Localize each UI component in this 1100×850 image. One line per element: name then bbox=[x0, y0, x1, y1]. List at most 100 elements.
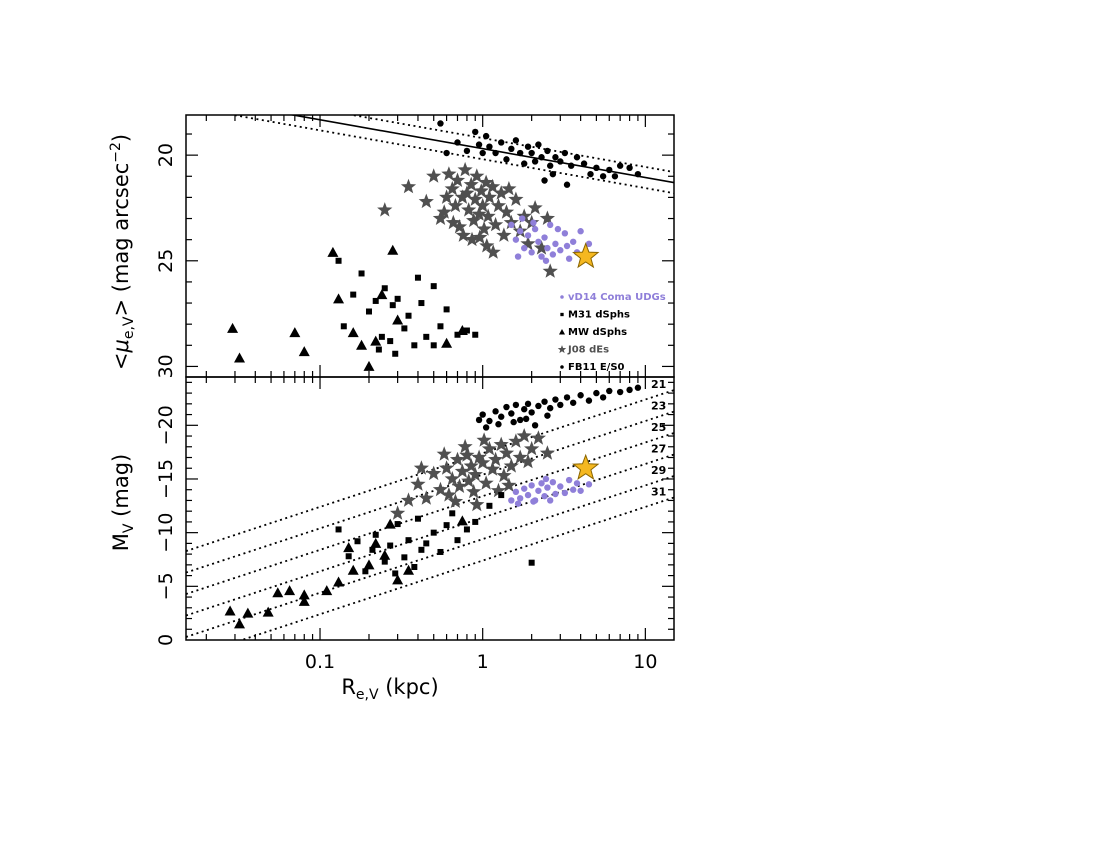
point-dot bbox=[542, 475, 550, 483]
point-triangle bbox=[441, 337, 453, 348]
point-dot bbox=[530, 219, 537, 226]
legend-marker bbox=[557, 345, 567, 354]
point-star bbox=[488, 216, 504, 232]
point-dot bbox=[606, 166, 613, 174]
series-mw-dsphs bbox=[224, 515, 468, 629]
point-square bbox=[437, 548, 444, 555]
series-udg-star bbox=[572, 242, 600, 269]
sb-line-label-31: 31 bbox=[651, 486, 666, 499]
point-star bbox=[445, 214, 461, 230]
point-star bbox=[488, 451, 504, 467]
point-triangle bbox=[298, 595, 310, 606]
point-star bbox=[496, 467, 512, 483]
ylabel-mu: μ bbox=[109, 339, 133, 353]
point-star bbox=[444, 181, 460, 196]
point-dot bbox=[567, 162, 575, 169]
point-square bbox=[350, 291, 357, 298]
point-star bbox=[485, 461, 501, 476]
sb-line-label-29: 29 bbox=[651, 464, 666, 477]
point-dot bbox=[498, 139, 505, 146]
point-square bbox=[381, 558, 388, 565]
point-star bbox=[418, 490, 434, 505]
point-dot bbox=[593, 164, 600, 172]
point-square bbox=[486, 502, 493, 509]
point-dot bbox=[552, 240, 559, 248]
point-square bbox=[372, 297, 379, 304]
point-dot bbox=[585, 481, 593, 488]
ylabel-gt: > bbox=[109, 299, 133, 317]
point-star bbox=[480, 208, 496, 223]
point-star bbox=[390, 505, 406, 520]
point-square bbox=[411, 342, 418, 349]
point-dot bbox=[557, 158, 564, 165]
point-dot bbox=[585, 397, 593, 404]
point-dot bbox=[522, 415, 530, 423]
point-dot bbox=[557, 401, 564, 409]
point-star bbox=[485, 244, 501, 259]
point-dot bbox=[587, 170, 594, 178]
point-triangle bbox=[387, 244, 399, 255]
point-dot bbox=[544, 147, 551, 155]
point-triangle bbox=[392, 574, 404, 585]
point-star bbox=[426, 168, 442, 183]
point-dot bbox=[546, 221, 554, 229]
point-star bbox=[493, 436, 509, 452]
point-dot bbox=[482, 132, 490, 140]
point-dot bbox=[557, 247, 564, 254]
point-star bbox=[490, 482, 507, 498]
point-star bbox=[461, 473, 477, 488]
point-dot bbox=[521, 160, 528, 167]
x-axis-label: Re,V (kpc) bbox=[341, 675, 438, 703]
point-dot bbox=[626, 386, 633, 394]
point-dot bbox=[512, 488, 520, 496]
point-square bbox=[401, 554, 408, 561]
y-tick-label: 0 bbox=[155, 634, 177, 646]
point-triangle bbox=[376, 289, 388, 300]
point-dot bbox=[552, 154, 559, 161]
bottom-plot-frame bbox=[185, 376, 675, 641]
point-dot bbox=[538, 480, 545, 487]
point-dot bbox=[541, 398, 548, 405]
point-triangle bbox=[242, 607, 254, 618]
point-dot bbox=[508, 497, 515, 504]
point-dot bbox=[528, 482, 535, 489]
point-star bbox=[542, 263, 558, 278]
point-star bbox=[508, 191, 524, 206]
point-dot bbox=[561, 230, 569, 237]
point-dot bbox=[577, 392, 584, 399]
point-star bbox=[447, 493, 464, 508]
sb-line-25 bbox=[186, 432, 674, 595]
point-star bbox=[503, 458, 519, 473]
point-square bbox=[405, 312, 412, 319]
point-dot bbox=[546, 162, 554, 169]
point-star bbox=[512, 449, 528, 464]
point-square bbox=[369, 546, 376, 553]
point-square bbox=[430, 529, 437, 536]
point-dot bbox=[569, 399, 577, 406]
point-square bbox=[335, 257, 342, 264]
point-star bbox=[426, 465, 442, 481]
point-square bbox=[463, 327, 470, 334]
point-square bbox=[463, 526, 470, 533]
point-square bbox=[358, 270, 365, 277]
top-data-points bbox=[227, 120, 642, 371]
point-star bbox=[451, 219, 468, 234]
ylabel-mu-sub: e,V bbox=[121, 316, 137, 339]
point-star bbox=[496, 227, 512, 242]
sb-line-21 bbox=[186, 389, 674, 552]
point-dot bbox=[472, 128, 479, 136]
point-dot bbox=[538, 154, 545, 161]
point-dot bbox=[616, 162, 624, 169]
point-dot bbox=[561, 489, 569, 497]
point-triangle bbox=[227, 322, 239, 333]
point-square bbox=[472, 331, 479, 338]
point-star bbox=[455, 227, 471, 242]
point-square bbox=[418, 300, 425, 307]
point-dot bbox=[516, 416, 524, 424]
point-dot bbox=[626, 164, 633, 172]
y-tick-label: 25 bbox=[155, 249, 177, 273]
point-dot bbox=[549, 170, 557, 178]
point-dot bbox=[486, 417, 493, 425]
point-dot bbox=[585, 240, 593, 248]
mv-main: M bbox=[109, 533, 133, 551]
